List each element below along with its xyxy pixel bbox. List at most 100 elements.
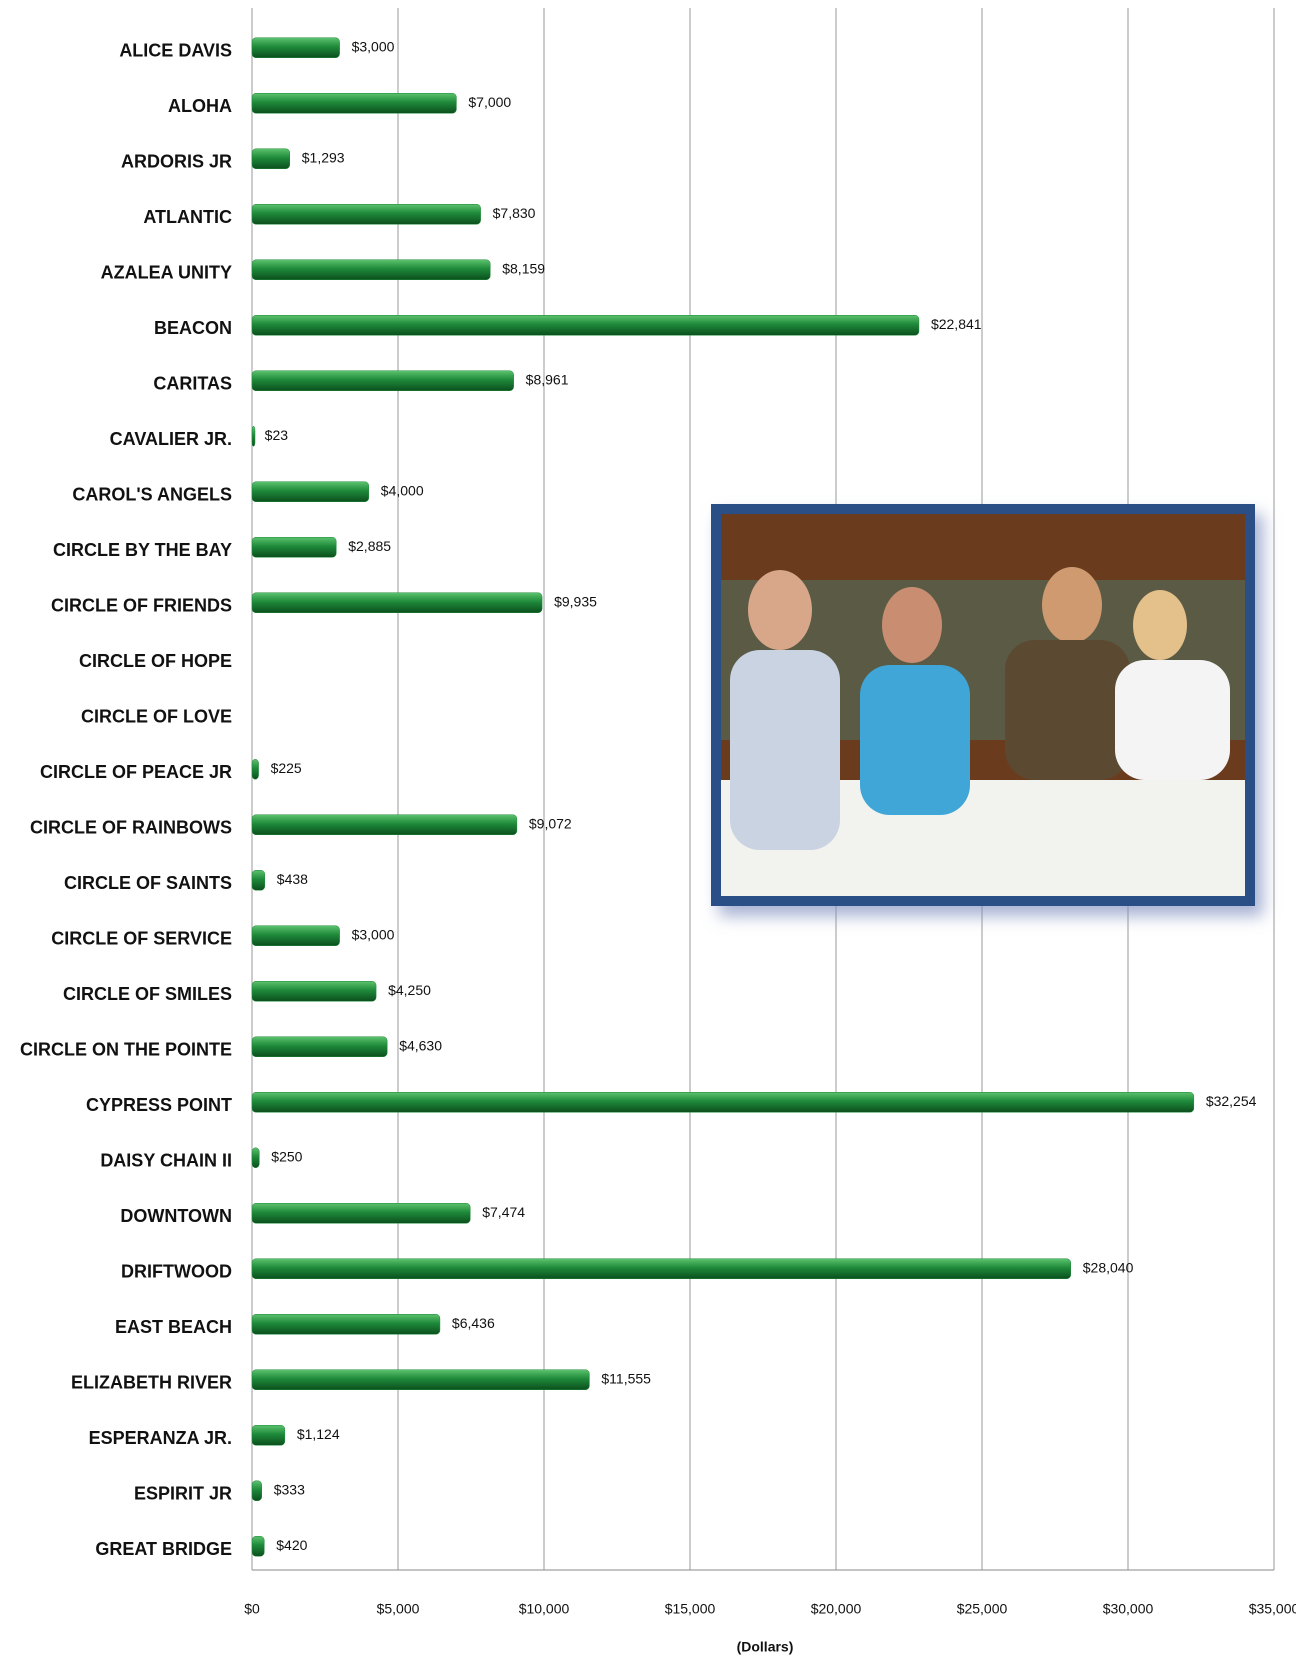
x-tick-label: $25,000 — [957, 1601, 1008, 1617]
bar-group — [252, 204, 481, 224]
bar — [252, 1481, 262, 1501]
x-tick-label: $30,000 — [1103, 1601, 1154, 1617]
bar-group — [252, 759, 259, 779]
x-tick-label: $0 — [244, 1601, 260, 1617]
bar-group — [252, 149, 290, 169]
bar — [252, 149, 290, 169]
bar-group — [252, 260, 490, 280]
bar — [252, 38, 340, 58]
y-tick-label: ESPIRIT JR — [134, 1484, 232, 1504]
x-tick-label: $35,000 — [1249, 1601, 1296, 1617]
x-tick-label: $5,000 — [377, 1601, 420, 1617]
bar — [252, 1314, 440, 1334]
value-label: $4,000 — [381, 482, 424, 498]
y-tick-label: CYPRESS POINT — [86, 1095, 232, 1115]
y-tick-label: ALICE DAVIS — [119, 41, 232, 61]
bar-group — [252, 93, 456, 113]
value-label: $8,159 — [502, 260, 545, 276]
value-label: $1,293 — [302, 149, 345, 165]
value-label: $23 — [265, 427, 289, 443]
bar-group — [252, 537, 336, 557]
y-tick-label: CIRCLE ON THE POINTE — [20, 1040, 232, 1060]
bar-group — [252, 1203, 470, 1223]
y-tick-label: CARITAS — [153, 374, 232, 394]
bar — [252, 537, 336, 557]
bar-group — [252, 926, 340, 946]
x-tick-label: $15,000 — [665, 1601, 716, 1617]
photo-person — [860, 665, 970, 815]
bar — [252, 1203, 470, 1223]
bar — [252, 870, 265, 890]
bar — [252, 1370, 589, 1390]
photo — [711, 504, 1255, 906]
bar-group — [252, 1536, 264, 1556]
bar — [252, 759, 259, 779]
value-label: $225 — [271, 760, 302, 776]
y-tick-label: CAVALIER JR. — [110, 429, 232, 449]
photo-person — [882, 587, 942, 663]
bar-group — [252, 1092, 1194, 1112]
value-label: $8,961 — [526, 371, 569, 387]
y-tick-label: DOWNTOWN — [120, 1206, 232, 1226]
bar-group — [252, 426, 255, 446]
y-tick-label: DRIFTWOOD — [121, 1262, 232, 1282]
bar-group — [252, 371, 514, 391]
bar — [252, 482, 369, 502]
bar — [252, 815, 517, 835]
chart: $0 $5,000 $10,000 $15,000 $20,000 $25,000 $30,… — [0, 0, 1296, 1657]
y-tick-label: CIRCLE OF SMILES — [63, 984, 232, 1004]
value-label: $7,830 — [493, 205, 536, 221]
value-label: $420 — [276, 1537, 307, 1553]
y-tick-label: CIRCLE OF SERVICE — [51, 929, 232, 949]
photo-person — [730, 650, 840, 850]
bar-group — [252, 593, 542, 613]
y-tick-label: ATLANTIC — [143, 207, 232, 227]
bar-group — [252, 1425, 285, 1445]
value-label: $4,630 — [399, 1037, 442, 1053]
bar — [252, 204, 481, 224]
y-tick-label: CIRCLE OF LOVE — [81, 707, 232, 727]
value-label: $7,000 — [468, 94, 511, 110]
photo-person — [1115, 660, 1230, 780]
value-label: $32,254 — [1206, 1093, 1257, 1109]
y-tick-label: ELIZABETH RIVER — [71, 1373, 232, 1393]
bar — [252, 981, 376, 1001]
photo-person — [748, 570, 812, 650]
value-label: $28,040 — [1083, 1259, 1134, 1275]
value-label: $1,124 — [297, 1426, 340, 1442]
bar — [252, 1148, 259, 1168]
x-axis-label: (Dollars) — [737, 1639, 794, 1655]
value-label: $9,072 — [529, 815, 572, 831]
bar — [252, 315, 919, 335]
value-label: $438 — [277, 871, 308, 887]
bar — [252, 426, 255, 446]
value-label: $9,935 — [554, 593, 597, 609]
bar — [252, 1092, 1194, 1112]
bar-group — [252, 315, 919, 335]
bar — [252, 1037, 387, 1057]
bar-group — [252, 482, 369, 502]
page: $0 $5,000 $10,000 $15,000 $20,000 $25,000 $30,… — [0, 0, 1296, 1657]
bar — [252, 1425, 285, 1445]
x-tick-label: $10,000 — [519, 1601, 570, 1617]
y-tick-label: DAISY CHAIN II — [100, 1151, 232, 1171]
y-tick-label: CIRCLE OF RAINBOWS — [30, 818, 232, 838]
photo-person — [1133, 590, 1187, 660]
photo-person — [1042, 567, 1102, 643]
value-label: $7,474 — [482, 1204, 525, 1220]
photo-person — [1005, 640, 1130, 780]
bar-group — [252, 815, 517, 835]
y-tick-label: CIRCLE OF SAINTS — [64, 873, 232, 893]
x-tick-label: $20,000 — [811, 1601, 862, 1617]
value-label: $11,555 — [601, 1370, 651, 1386]
y-tick-label: ARDORIS JR — [121, 152, 232, 172]
y-tick-label: GREAT BRIDGE — [95, 1539, 232, 1559]
y-tick-label: CAROL'S ANGELS — [72, 485, 232, 505]
value-label: $22,841 — [931, 316, 982, 332]
y-tick-label: CIRCLE OF FRIENDS — [51, 596, 232, 616]
y-tick-label: CIRCLE OF PEACE JR — [40, 762, 232, 782]
bar — [252, 93, 456, 113]
y-tick-label: AZALEA UNITY — [101, 263, 232, 283]
bar — [252, 593, 542, 613]
value-label: $3,000 — [352, 926, 395, 942]
